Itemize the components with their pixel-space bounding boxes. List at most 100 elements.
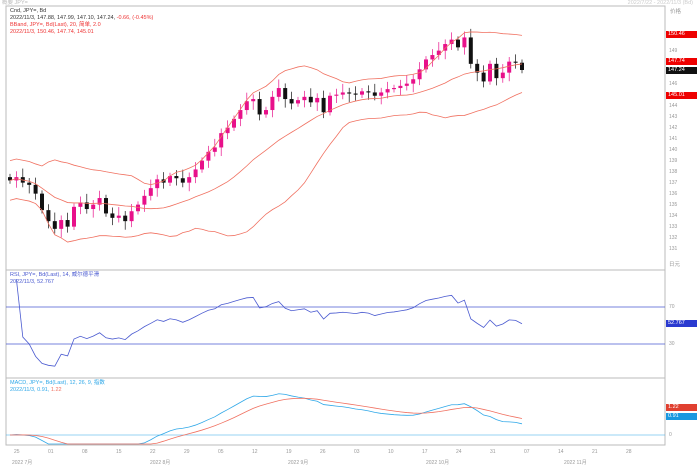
candle-down — [123, 215, 128, 222]
candle-up — [251, 99, 256, 102]
candle-up — [315, 97, 320, 103]
candle-up — [136, 204, 140, 212]
candle-down — [513, 61, 518, 63]
candle-up — [187, 177, 192, 183]
candle-down — [372, 92, 377, 96]
macd-zero-tick: 0 — [669, 432, 672, 438]
candle-down — [475, 63, 480, 73]
date-tick: 08 — [82, 449, 88, 455]
price-tick: 140 — [669, 146, 678, 153]
price-tick: 132 — [669, 234, 678, 241]
candle-down — [27, 182, 32, 185]
change-value: -0.66, (-0.45%) — [116, 15, 154, 21]
bband-middle — [9, 63, 523, 210]
candle-up — [385, 89, 390, 93]
date-tick: 31 — [490, 449, 496, 455]
candle-up — [296, 100, 300, 104]
date-tick: 01 — [48, 449, 54, 455]
middle-band-label: 147.74 — [666, 58, 697, 65]
candle-up — [340, 92, 345, 95]
candle-up — [168, 176, 172, 183]
candle-down — [65, 220, 70, 227]
candle-up — [91, 204, 96, 210]
date-tick: 24 — [456, 449, 462, 455]
macd-line — [9, 393, 523, 445]
bband-legend: BBand, JPY=, Bd(Last), 20, 简单, 2.0 — [10, 22, 101, 28]
rsi-legend: RSI, JPY=, Bd(Last), 14, 威尔德平滑 — [10, 272, 100, 278]
candle-up — [302, 96, 307, 101]
date-tick: 29 — [184, 449, 190, 455]
price-tick: 135 — [669, 201, 678, 208]
candle-up — [430, 55, 435, 60]
candle-up — [232, 118, 236, 128]
candle-down — [84, 202, 89, 210]
price-tick: 142 — [669, 124, 678, 131]
price-tick: 136 — [669, 190, 678, 197]
date-tick: 19 — [286, 449, 292, 455]
date-tick: 12 — [252, 449, 258, 455]
price-tick: 138 — [669, 168, 678, 175]
candle-up — [244, 101, 249, 111]
date-tick: 22 — [150, 449, 156, 455]
candle-up — [264, 110, 268, 115]
candle-up — [212, 147, 217, 152]
price-unit: 价格 — [670, 9, 682, 15]
rsi-value: 2022/11/3, 52.767 — [10, 279, 54, 285]
candle-up — [404, 83, 409, 86]
candle-up — [238, 110, 243, 119]
price-tick: 146 — [669, 80, 678, 87]
date-range: 2022/7/22 - 2022/11/3 (Bd) — [627, 0, 693, 6]
candle-up — [411, 79, 416, 84]
candle-up — [392, 88, 396, 90]
date-tick: 15 — [116, 449, 122, 455]
ohlc-values: 2022/11/3, 147.88, 147.99, 147.10, 147.2… — [10, 15, 116, 21]
price-tick: 143 — [669, 113, 678, 120]
candle-up — [507, 61, 512, 73]
plot-frame — [5, 5, 666, 446]
main-corner: 日元 — [669, 262, 681, 268]
signal-value: 1.22 — [50, 387, 62, 393]
upper-band-label: 150.46 — [666, 31, 697, 38]
price-tick: 144 — [669, 102, 678, 109]
month-tick: 2022 7月 — [12, 460, 33, 466]
candle-down — [289, 99, 294, 104]
candle-down — [456, 39, 460, 48]
candle-up — [270, 96, 275, 111]
bband-upper — [9, 31, 523, 186]
date-tick: 26 — [320, 449, 326, 455]
signal-label: 1.22 — [666, 404, 697, 411]
candle-up — [200, 160, 204, 170]
candle-down — [8, 177, 12, 181]
candle-down — [481, 72, 486, 82]
candle-up — [488, 63, 492, 82]
macd-legend: MACD, JPY=, Bd(Last), 12, 26, 9, 指数 — [10, 380, 105, 386]
date-tick: 21 — [592, 449, 598, 455]
candle-down — [52, 221, 57, 229]
last-price-label: 147.24 — [666, 67, 697, 74]
month-tick: 2022 11月 — [564, 460, 587, 466]
candle-down — [257, 99, 262, 115]
candle-up — [129, 211, 134, 222]
candle-up — [462, 37, 467, 48]
date-tick: 17 — [422, 449, 428, 455]
candle-down — [104, 198, 108, 214]
candle-up — [206, 151, 211, 161]
candle-down — [353, 93, 358, 95]
date-tick: 28 — [626, 449, 632, 455]
candle-down — [494, 63, 499, 79]
candle-up — [225, 127, 230, 134]
candle-down — [308, 96, 313, 103]
macd-label: 0.91 — [666, 413, 697, 420]
date-tick: 03 — [354, 449, 360, 455]
macd-values: 2022/11/3, 0.91, — [10, 387, 50, 393]
date-tick: 14 — [558, 449, 564, 455]
candle-down — [283, 88, 288, 100]
month-tick: 2022 9月 — [288, 460, 309, 466]
date-tick: 07 — [524, 449, 530, 455]
candle-up — [116, 215, 121, 218]
month-tick: 2022 8月 — [150, 460, 171, 466]
candle-up — [59, 220, 64, 229]
candle-down — [366, 91, 371, 93]
lower-band-label: 145.01 — [666, 92, 697, 99]
